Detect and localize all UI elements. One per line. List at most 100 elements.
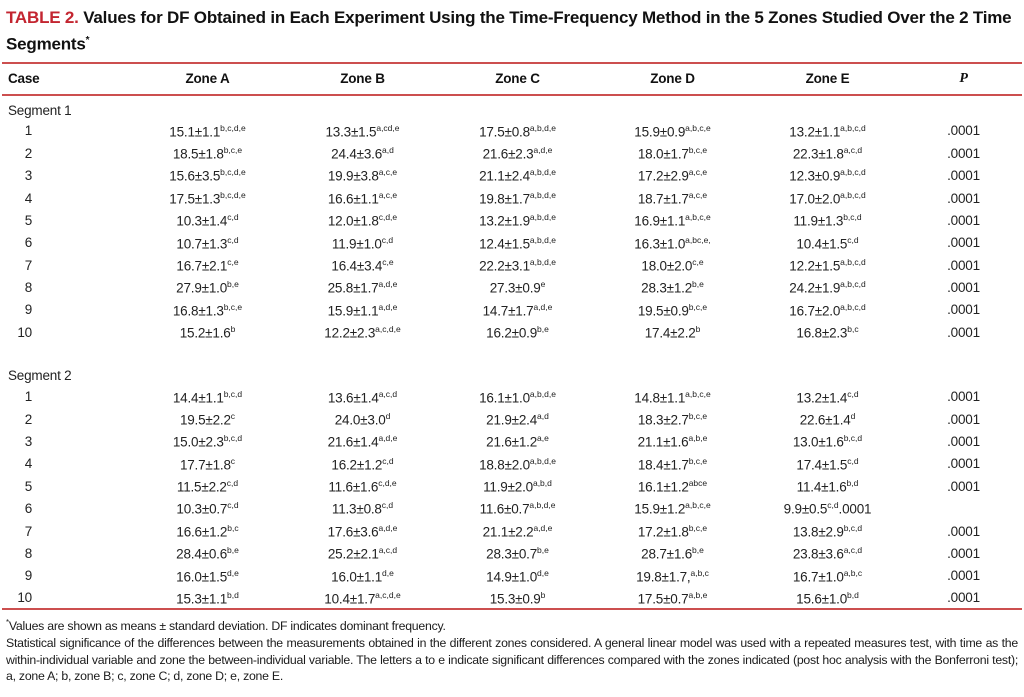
table-row: 9 16.8±1.3b,c,e 15.9±1.1a,d,e 14.7±1.7a,d,e… [2, 299, 1022, 321]
zone-value-cell: 21.1±2.2a,d,e [482, 522, 553, 540]
p-value-cell [905, 498, 1022, 520]
segment-label: Segment 2 [8, 368, 72, 384]
zone-value-cell: 10.4±1.7a,c,d,e [324, 589, 401, 607]
zone-value-cell: 25.2±2.1a,c,d [327, 545, 398, 562]
p-value-cell: .0001 [947, 568, 980, 584]
zone-value-cell: 16.6±1.2b,c [176, 522, 239, 540]
title-asterisk: * [85, 35, 90, 46]
column-header-zone-e: Zone E [750, 62, 905, 96]
footnote-line-1: *Values are shown as means ± standard de… [6, 615, 1018, 635]
p-value-cell: .0001 [947, 411, 980, 427]
table-row: 6 10.3±0.7c,d 11.3±0.8c,d 11.6±0.7a,b,d,e 15… [2, 498, 1022, 520]
p-value-cell: .0001 [947, 590, 980, 606]
p-value-cell: .0001 [947, 257, 980, 273]
zone-value-cell: 22.6±1.4d [799, 410, 856, 428]
footnote-line-1-text: Values are shown as means ± standard dev… [8, 619, 446, 634]
zone-value-cell: 18.0±1.7b,c,e [637, 144, 708, 162]
case-cell: 8 [24, 545, 33, 561]
zone-value-cell: 14.7±1.7a,d,e [482, 301, 553, 319]
zone-value-cell: 13.3±1.5a,cd,e [325, 122, 400, 140]
segment-spacer-row [2, 344, 1022, 361]
zone-value-cell: 21.1±1.6a,b,e [637, 433, 708, 450]
table-row: 5 11.5±2.2c,d 11.6±1.6c,d,e 11.9±2.0a,b,d 16… [2, 475, 1022, 497]
zone-value-cell: 25.8±1.7a,d,e [327, 279, 398, 296]
table-header: Case Zone A Zone B Zone C Zone D Zone E … [2, 62, 1022, 96]
zone-value-cell: 16.8±2.3b,c [796, 324, 859, 341]
p-value-cell: .0001 [947, 168, 980, 184]
zone-value-cell: 21.6±1.4a,d,e [327, 433, 398, 450]
table-row: 6 10.7±1.3c,d 11.9±1.0c,d 12.4±1.5a,b,d,e 16… [2, 232, 1022, 254]
segment-label: Segment 1 [8, 102, 72, 118]
zone-value-cell: 15.3±0.9b [489, 589, 546, 607]
zone-value-cell: 19.5±2.2c [179, 410, 236, 428]
table-row: 1 14.4±1.1b,c,d 13.6±1.4a,c,d 16.1±1.0a,b,d… [2, 386, 1022, 408]
case-cell: 2 [24, 145, 33, 161]
zone-value-cell: 13.2±1.9a,b,d,e [479, 212, 556, 229]
case-cell: 3 [24, 168, 33, 184]
header-row: Case Zone A Zone B Zone C Zone D Zone E … [2, 62, 1022, 96]
table-row: 9 16.0±1.5d,e 16.0±1.1d,e 14.9±1.0d,e 19.8±1… [2, 565, 1022, 587]
table-footnote: *Values are shown as means ± standard de… [2, 610, 1022, 684]
case-cell: 7 [24, 523, 33, 539]
table-row: 4 17.7±1.8c 16.2±1.2c,d 18.8±2.0a,b,d,e 18.4… [2, 453, 1022, 475]
zone-value-cell: 13.6±1.4a,c,d [327, 388, 398, 406]
p-value-cell: .0001 [947, 389, 980, 405]
zone-value-cell: 18.7±1.7a,c,e [637, 189, 708, 207]
table-row: 3 15.0±2.3b,c,d 21.6±1.4a,d,e 21.6±1.2a,e 21… [2, 430, 1022, 452]
zone-value-cell: 16.7±1.0a,b,c [792, 567, 863, 585]
zone-value-cell: 16.8±1.3b,c,e [172, 301, 243, 319]
p-value-cell: .0001 [947, 123, 980, 139]
zone-value-cell: 14.8±1.1a,b,c,e [634, 388, 711, 406]
zone-value-cell: 16.1±1.2abce [637, 478, 708, 495]
zone-value-cell: 17.7±1.8c [179, 455, 236, 473]
zone-value-cell: 19.8±1.7,a,b,c [636, 567, 709, 585]
zone-value-cell: 11.6±1.6c,d,e [328, 478, 397, 495]
case-cell: 4 [24, 456, 33, 472]
zone-value-cell: 23.8±3.6a,c,d [792, 545, 863, 562]
zone-value-cell: 12.2±1.5a,b,c,d [789, 256, 866, 274]
zone-value-cell: 16.6±1.1a,c,e [327, 189, 398, 207]
zone-value-cell: 10.3±0.7c,d [176, 500, 239, 517]
zone-value-cell: 16.2±0.9b,e [486, 324, 549, 341]
p-value-cell: .0001 [947, 235, 980, 251]
zone-value-cell: 28.3±1.2b,e [641, 279, 704, 296]
case-cell: 7 [24, 257, 33, 273]
zone-value-cell: 9.9±0.5c,d.0001 [783, 500, 872, 517]
zone-value-cell: 15.2±1.6b [179, 324, 236, 341]
table-row: 7 16.6±1.2b,c 17.6±3.6a,d,e 21.1±2.2a,d,e 17… [2, 520, 1022, 542]
table-row: 8 28.4±0.6b,e 25.2±2.1a,c,d 28.3±0.7b,e 28.7… [2, 542, 1022, 564]
table-row: 8 27.9±1.0b,e 25.8±1.7a,d,e 27.3±0.9e 28.3±1… [2, 276, 1022, 298]
table-row: 1 15.1±1.1b,c,d,e 13.3±1.5a,cd,e 17.5±0.8a,… [2, 120, 1022, 142]
zone-value-cell: 13.2±1.1a,b,c,d [789, 122, 866, 140]
zone-value-cell: 21.6±1.2a,e [486, 433, 549, 450]
zone-value-cell: 21.6±2.3a,d,e [482, 144, 553, 162]
zone-value-cell: 13.8±2.9b,c,d [792, 522, 863, 540]
zone-value-cell: 17.5±0.7a,b,e [637, 589, 708, 607]
zone-value-cell: 12.4±1.5a,b,d,e [479, 234, 556, 252]
zone-value-cell: 16.9±1.1a,b,c,e [634, 212, 711, 229]
zone-value-cell: 19.5±0.9b,c,e [637, 301, 708, 319]
zone-value-cell: 22.2±3.1a,b,d,e [479, 256, 556, 274]
column-header-case: Case [2, 62, 130, 96]
zone-value-cell: 11.9±2.0a,b,d [483, 478, 552, 495]
zone-value-cell: 11.6±0.7a,b,d,e [479, 500, 556, 517]
column-header-zone-a: Zone A [130, 62, 285, 96]
case-cell: 2 [24, 411, 33, 427]
p-value-cell: .0001 [947, 280, 980, 296]
column-header-p: P [905, 62, 1022, 96]
zone-value-cell: 15.6±1.0b,d [796, 589, 859, 607]
case-cell: 6 [24, 501, 33, 517]
zone-value-cell: 28.7±1.6b,e [641, 545, 704, 562]
zone-value-cell: 22.3±1.8a,c,d [792, 144, 863, 162]
column-header-zone-b: Zone B [285, 62, 440, 96]
case-cell: 1 [24, 123, 33, 139]
table-row: 2 19.5±2.2c 24.0±3.0d 21.9±2.4a,d 18.3±2.7b,… [2, 408, 1022, 430]
zone-value-cell: 21.1±2.4a,b,d,e [479, 167, 556, 184]
zone-value-cell: 17.6±3.6a,d,e [327, 522, 398, 540]
zone-value-cell: 13.2±1.4c,d [796, 388, 859, 406]
table-body: Segment 1 1 15.1±1.1b,c,d,e 13.3±1.5a,cd,e 1… [2, 95, 1022, 610]
p-value-cell: .0001 [947, 545, 980, 561]
table-row: 5 10.3±1.4c,d 12.0±1.8c,d,e 13.2±1.9a,b,d,e… [2, 209, 1022, 231]
footnote-asterisk: * [6, 618, 9, 628]
